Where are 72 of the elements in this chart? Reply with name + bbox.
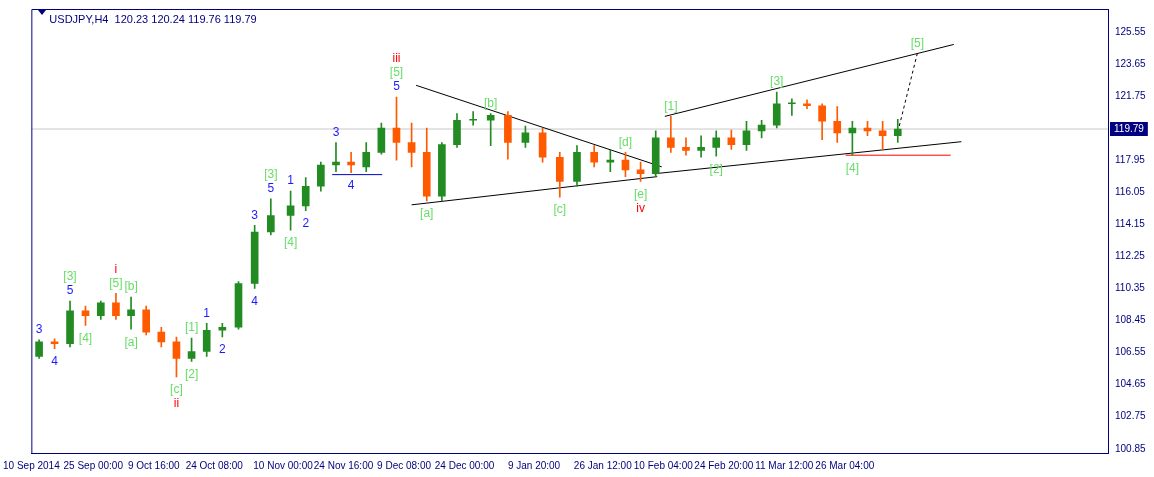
annotation: [2] (184, 366, 199, 381)
annotation: 4 (251, 293, 259, 308)
annotation: [4] (845, 160, 860, 175)
y-tick-label: 123.65 (1115, 57, 1147, 69)
x-tick-label: 24 Oct 08:00 (185, 459, 244, 471)
annotation: [3] (264, 167, 278, 182)
annotation: [e] (633, 186, 648, 201)
annotation: [5] (910, 35, 925, 50)
annotation: [c] (170, 382, 183, 397)
y-tick-label: 121.75 (1115, 89, 1147, 101)
annotation: [5] (109, 275, 123, 290)
x-tick-label: 9 Dec 08:00 (377, 459, 432, 471)
x-tick-label: 9 Oct 16:00 (127, 459, 181, 471)
ref-line-label: 119.79 (1114, 122, 1145, 134)
x-tick-label: 10 Nov 00:00 (253, 459, 314, 471)
annotation: [a] (124, 334, 138, 349)
annotation: [3] (770, 74, 784, 89)
annotation: 1 (203, 305, 211, 320)
annotation: ii (173, 396, 180, 411)
x-tick-label: 26 Jan 12:00 (573, 459, 633, 471)
annotation: [3] (63, 269, 77, 284)
y-tick-label: 106.55 (1115, 346, 1147, 358)
y-tick-label: 108.45 (1115, 314, 1147, 326)
annotation: [c] (553, 202, 567, 217)
annotation: [b] (484, 95, 498, 110)
y-tick-label: 102.75 (1115, 410, 1147, 422)
x-tick-label: 25 Sep 00:00 (63, 459, 124, 471)
annotation: 5 (393, 79, 401, 94)
x-tick-label: 24 Nov 16:00 (313, 459, 374, 471)
annotation: [1] (664, 98, 678, 113)
y-tick-label: 110.35 (1115, 282, 1146, 294)
annotation: 5 (267, 181, 275, 196)
annotation: [5] (389, 65, 404, 80)
x-tick-label: 11 Mar 12:00 (755, 459, 814, 471)
x-tick-label: 24 Feb 20:00 (694, 459, 754, 471)
annotation: [b] (124, 279, 138, 294)
annotation: 3 (251, 207, 259, 222)
annotation: iv (636, 200, 645, 215)
y-tick-label: 112.25 (1115, 250, 1146, 262)
x-tick-label: 9 Jan 20:00 (507, 459, 561, 471)
x-tick-label: 24 Dec 00:00 (434, 459, 495, 471)
annotation: 5 (66, 283, 74, 298)
annotation: 1 (287, 173, 295, 188)
annotation: [4] (283, 235, 298, 250)
candlestick (127, 296, 135, 330)
annotation: iii (392, 51, 401, 66)
x-tick-label: 10 Sep 2014 (3, 459, 61, 471)
x-tick-label: 10 Feb 04:00 (633, 459, 694, 471)
candlestick (697, 135, 705, 158)
y-tick-label: 117.95 (1115, 153, 1146, 165)
annotation: 4 (51, 353, 59, 368)
annotation: [d] (618, 134, 633, 149)
annotation: [a] (420, 206, 434, 221)
x-tick-label: 26 Mar 04:00 (815, 459, 875, 471)
candlestick (788, 98, 796, 116)
annotation: i (114, 261, 118, 276)
annotation: 3 (332, 124, 340, 139)
annotation: 2 (219, 342, 226, 357)
annotation: [1] (184, 320, 199, 335)
y-tick-label: 104.65 (1115, 378, 1147, 390)
y-tick-label: 100.85 (1115, 442, 1147, 454)
annotation: 2 (302, 215, 310, 230)
annotation: [4] (78, 330, 93, 345)
candlestick (486, 113, 495, 146)
y-tick-label: 114.15 (1115, 218, 1146, 229)
candlestick (682, 137, 690, 156)
annotation: 3 (35, 322, 43, 337)
candlestick (469, 111, 477, 126)
y-tick-label: 125.55 (1115, 25, 1147, 37)
annotation: 4 (347, 178, 355, 193)
chart-title: USDJPY,H4 120.23 120.24 119.76 119.79 (49, 13, 257, 26)
y-tick-label: 116.05 (1115, 185, 1146, 197)
